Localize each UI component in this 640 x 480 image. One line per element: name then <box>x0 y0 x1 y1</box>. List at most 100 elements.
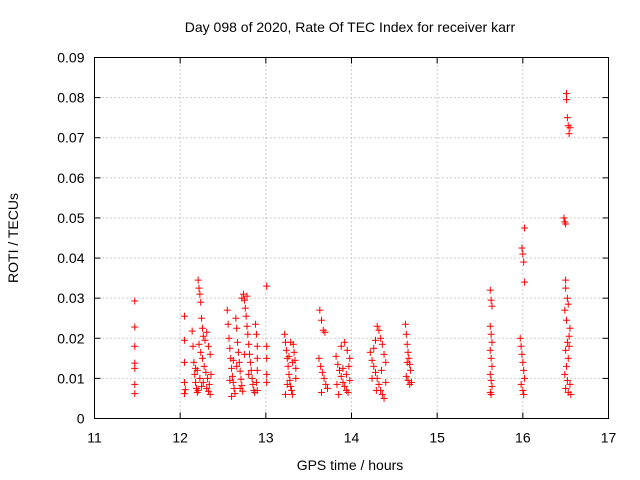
data-point <box>339 364 347 372</box>
data-point <box>235 358 243 366</box>
y-tick-label: 0 <box>77 411 85 427</box>
data-point <box>131 323 139 331</box>
data-point <box>333 380 341 388</box>
data-point <box>194 276 202 284</box>
y-tick-label: 0.09 <box>57 50 84 66</box>
data-point <box>253 342 261 350</box>
data-point <box>563 362 571 370</box>
data-point <box>243 292 251 300</box>
data-point <box>206 390 214 398</box>
data-point <box>285 370 293 378</box>
data-point <box>377 366 385 374</box>
data-point <box>567 390 575 398</box>
x-tick-label: 13 <box>258 430 274 446</box>
data-point <box>242 312 250 320</box>
data-point <box>238 294 246 302</box>
data-point <box>286 376 294 384</box>
data-point <box>230 384 238 392</box>
data-point <box>248 374 256 382</box>
data-point <box>317 362 325 370</box>
data-point <box>236 367 244 375</box>
data-point <box>487 390 495 398</box>
data-point <box>563 338 571 346</box>
data-point <box>378 340 386 348</box>
data-point <box>246 358 254 366</box>
data-point <box>378 390 386 398</box>
data-point <box>234 338 242 346</box>
data-point <box>131 297 139 305</box>
data-point <box>236 384 244 392</box>
data-point <box>488 338 496 346</box>
data-point <box>370 344 378 352</box>
data-point <box>562 220 570 228</box>
data-point <box>332 352 340 360</box>
y-tick-label: 0.05 <box>57 210 84 226</box>
data-point <box>345 362 353 370</box>
data-point <box>487 354 495 362</box>
x-axis: 11 12 13 14 15 16 17 <box>87 57 617 446</box>
data-point <box>288 386 296 394</box>
data-point <box>226 344 234 352</box>
data-point <box>405 354 413 362</box>
data-point <box>519 358 527 366</box>
data-point <box>521 374 529 382</box>
data-point <box>195 284 203 292</box>
data-point <box>375 326 383 334</box>
data-point <box>371 336 379 344</box>
y-tick-label: 0.04 <box>57 250 84 266</box>
data-point <box>563 294 571 302</box>
data-point <box>245 340 253 348</box>
data-point <box>346 354 354 362</box>
data-point <box>334 360 342 368</box>
data-point <box>240 350 248 358</box>
data-point <box>370 362 378 370</box>
data-point <box>486 370 494 378</box>
data-point <box>292 364 300 372</box>
data-point <box>195 340 203 348</box>
data-point <box>292 374 300 382</box>
data-point <box>228 392 236 400</box>
data-point <box>486 322 494 330</box>
data-point <box>237 375 245 383</box>
data-point <box>282 390 290 398</box>
data-point <box>372 386 380 394</box>
y-tick-label: 0.02 <box>57 330 84 346</box>
data-point <box>180 390 188 398</box>
data-point <box>377 334 385 342</box>
y-axis-label: ROTI / TECUs <box>5 193 21 283</box>
data-point <box>566 124 574 132</box>
data-point <box>487 330 495 338</box>
data-point <box>198 324 206 332</box>
data-point <box>200 362 208 370</box>
data-point <box>517 342 525 350</box>
data-point <box>403 340 411 348</box>
x-tick-label: 12 <box>172 430 188 446</box>
data-point <box>324 384 332 392</box>
x-tick-label: 16 <box>515 430 531 446</box>
data-point <box>562 276 570 284</box>
data-point <box>488 302 496 310</box>
data-point <box>180 378 188 386</box>
data-point <box>253 354 261 362</box>
data-point <box>263 282 271 290</box>
data-point <box>190 358 198 366</box>
data-point <box>204 374 212 382</box>
data-point <box>366 348 374 356</box>
x-tick-label: 17 <box>601 430 617 446</box>
data-point <box>316 306 324 314</box>
data-point <box>521 224 529 232</box>
data-point <box>337 342 345 350</box>
data-point <box>407 378 415 386</box>
data-point <box>339 378 347 386</box>
data-point <box>245 370 253 378</box>
data-point <box>318 368 326 376</box>
data-point <box>564 300 572 308</box>
data-point <box>382 378 390 386</box>
data-point <box>206 350 214 358</box>
data-point <box>288 358 296 366</box>
data-point <box>562 284 570 292</box>
data-point <box>561 370 569 378</box>
y-tick-label: 0.01 <box>57 370 84 386</box>
data-point <box>284 362 292 370</box>
data-point <box>561 306 569 314</box>
